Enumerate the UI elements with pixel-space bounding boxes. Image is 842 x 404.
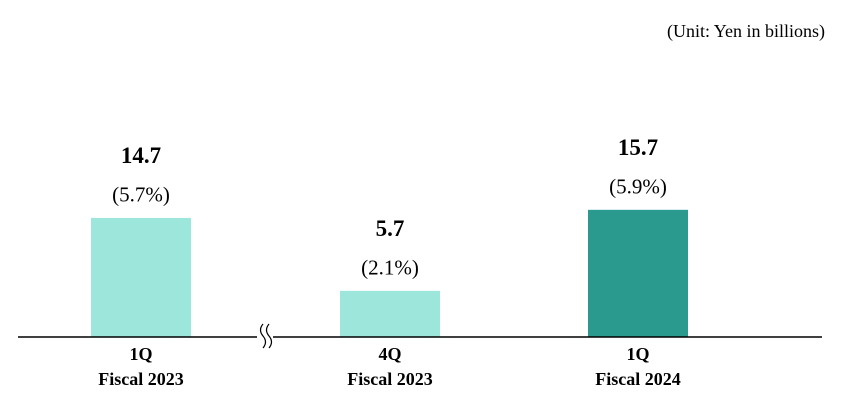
bar [340,290,440,337]
ratio-label: (2.1%) [361,256,419,280]
ratio-label: (5.9%) [609,175,667,199]
x-tick-label: Fiscal 2023 [98,369,184,389]
x-tick-label: 1Q [129,344,152,364]
value-label: 15.7 [618,135,658,160]
value-label: 5.7 [376,216,405,241]
bar [588,209,688,337]
axis-break [257,322,273,352]
x-tick-label: Fiscal 2023 [347,369,433,389]
axis-break-gap [257,322,273,352]
x-tick-label: Fiscal 2024 [595,369,681,389]
axis-break-line [265,323,273,349]
axis-break-line [259,323,267,349]
unit-label: (Unit: Yen in billions) [667,21,825,42]
x-tick-label: 4Q [378,344,401,364]
x-tick-label: 1Q [626,344,649,364]
bar [91,217,191,337]
ratio-label: (5.7%) [112,183,170,207]
value-label: 14.7 [121,143,161,168]
